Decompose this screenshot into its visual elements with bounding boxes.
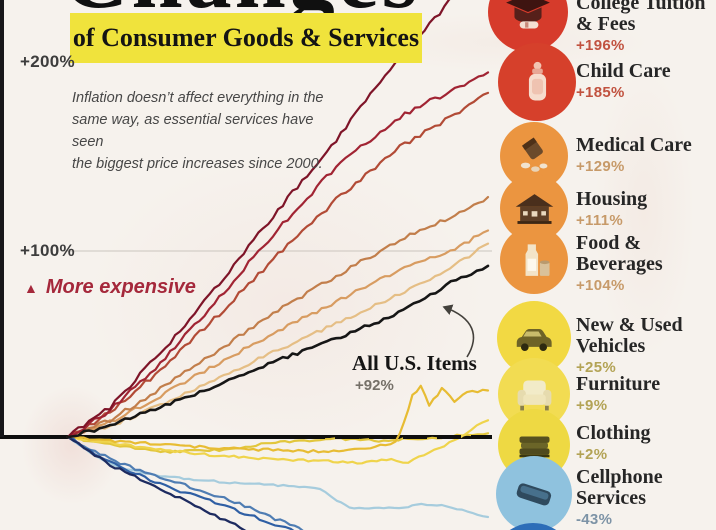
intro-line-3: the biggest price increases since 2000. bbox=[72, 156, 323, 172]
car-icon bbox=[516, 328, 552, 352]
legend-text-housing: Housing +111% bbox=[576, 188, 706, 230]
legend-name-clothing: Clothing bbox=[576, 422, 651, 444]
legend-pct-college-tuition: +196% bbox=[576, 37, 625, 54]
legend-pct-food-beverages: +104% bbox=[576, 277, 625, 294]
left-edge-bar bbox=[0, 0, 4, 437]
armchair-icon bbox=[517, 379, 551, 410]
series-line-college-tuition-fees bbox=[66, 71, 490, 439]
smartphone-icon bbox=[516, 483, 552, 506]
legend-name-college-tuition: College Tuition & Fees bbox=[576, 0, 706, 35]
legend-text-medical-care: Medical Care +129% bbox=[576, 134, 706, 176]
legend-pct-cellphone-services: -43% bbox=[576, 511, 613, 528]
series-line-child-care bbox=[66, 91, 490, 439]
legend-circle-cellphone-services bbox=[496, 456, 572, 530]
legend-pct-clothing: +2% bbox=[576, 446, 608, 463]
legend-pct-new-used-vehicles: +25% bbox=[576, 359, 616, 376]
house-icon bbox=[515, 193, 553, 224]
legend-text-food-beverages: Food & Beverages +104% bbox=[576, 232, 706, 295]
series-line-medical-care bbox=[66, 196, 490, 439]
series-line-all-u-s-items bbox=[66, 264, 490, 439]
legend-pct-housing: +111% bbox=[576, 212, 623, 229]
milk-bottle-icon bbox=[525, 243, 550, 276]
series-line-new-used-vehicles bbox=[66, 384, 490, 454]
series-line-furniture bbox=[66, 419, 490, 465]
legend-name-furniture: Furniture bbox=[576, 373, 661, 395]
legend-name-child-care: Child Care bbox=[576, 60, 671, 82]
legend-name-cellphone-services: Cellphone Services bbox=[576, 466, 663, 509]
legend-text-clothing: Clothing +2% bbox=[576, 422, 706, 464]
y-tick-200: +200% bbox=[20, 52, 75, 71]
legend-text-furniture: Furniture +9% bbox=[576, 373, 706, 415]
legend-pct-child-care: +185% bbox=[576, 84, 625, 101]
series-line-unlabeled-line-c-legend-cut-off- bbox=[66, 435, 247, 530]
series-line-unlabeled-line-b-legend-cut-off- bbox=[66, 435, 295, 530]
series-line-unlabeled-top-line-legend-cut-off- bbox=[66, 0, 451, 439]
pills-icon bbox=[520, 136, 547, 172]
legend-name-new-used-vehicles: New & Used Vehicles bbox=[576, 314, 683, 357]
legend-name-food-beverages: Food & Beverages bbox=[576, 232, 663, 275]
subtitle-text: of Consumer Goods & Services bbox=[72, 23, 420, 52]
subtitle-banner: of Consumer Goods & Services bbox=[70, 13, 422, 63]
legend-circle-housing bbox=[500, 174, 568, 242]
y-tick-100: +100% bbox=[20, 241, 75, 260]
up-triangle-icon: ▲ bbox=[24, 279, 38, 296]
all-us-items-value: +92% bbox=[355, 377, 394, 394]
graduation-cap-icon bbox=[506, 0, 550, 29]
intro-text: Inflation doesn’t affect everything in t… bbox=[72, 87, 342, 175]
legend-pct-medical-care: +129% bbox=[576, 158, 625, 175]
annotation-arrow bbox=[442, 304, 475, 358]
series-line-housing bbox=[66, 229, 490, 439]
more-expensive-label: ▲ More expensive bbox=[24, 276, 196, 298]
legend-name-medical-care: Medical Care bbox=[576, 134, 692, 156]
legend-text-cellphone-services: Cellphone Services -43% bbox=[576, 466, 706, 529]
clothes-icon bbox=[519, 436, 549, 457]
legend-pct-furniture: +9% bbox=[576, 397, 608, 414]
legend-text-new-used-vehicles: New & Used Vehicles +25% bbox=[576, 314, 706, 377]
all-us-items-label: All U.S. Items bbox=[352, 351, 477, 375]
legend-name-housing: Housing bbox=[576, 188, 648, 210]
main-title-cropped: Changes bbox=[62, 0, 452, 14]
legend-text-child-care: Child Care +185% bbox=[576, 60, 706, 102]
intro-line-1: Inflation doesn’t affect everything in t… bbox=[72, 90, 324, 106]
baby-bottle-icon bbox=[528, 61, 546, 100]
legend-circle-child-care bbox=[498, 43, 576, 121]
intro-line-2: same way, as essential services have see… bbox=[72, 112, 314, 150]
legend-circle-food-beverages bbox=[500, 226, 568, 294]
series-line-cellphone-services bbox=[66, 435, 490, 519]
series-line-clothing bbox=[66, 432, 490, 454]
legend-text-college-tuition: College Tuition & Fees +196% bbox=[576, 0, 706, 54]
series-line-unlabeled-line-a-legend-cut-off- bbox=[66, 435, 304, 530]
legend-circle-cutoff-bottom bbox=[491, 523, 575, 530]
